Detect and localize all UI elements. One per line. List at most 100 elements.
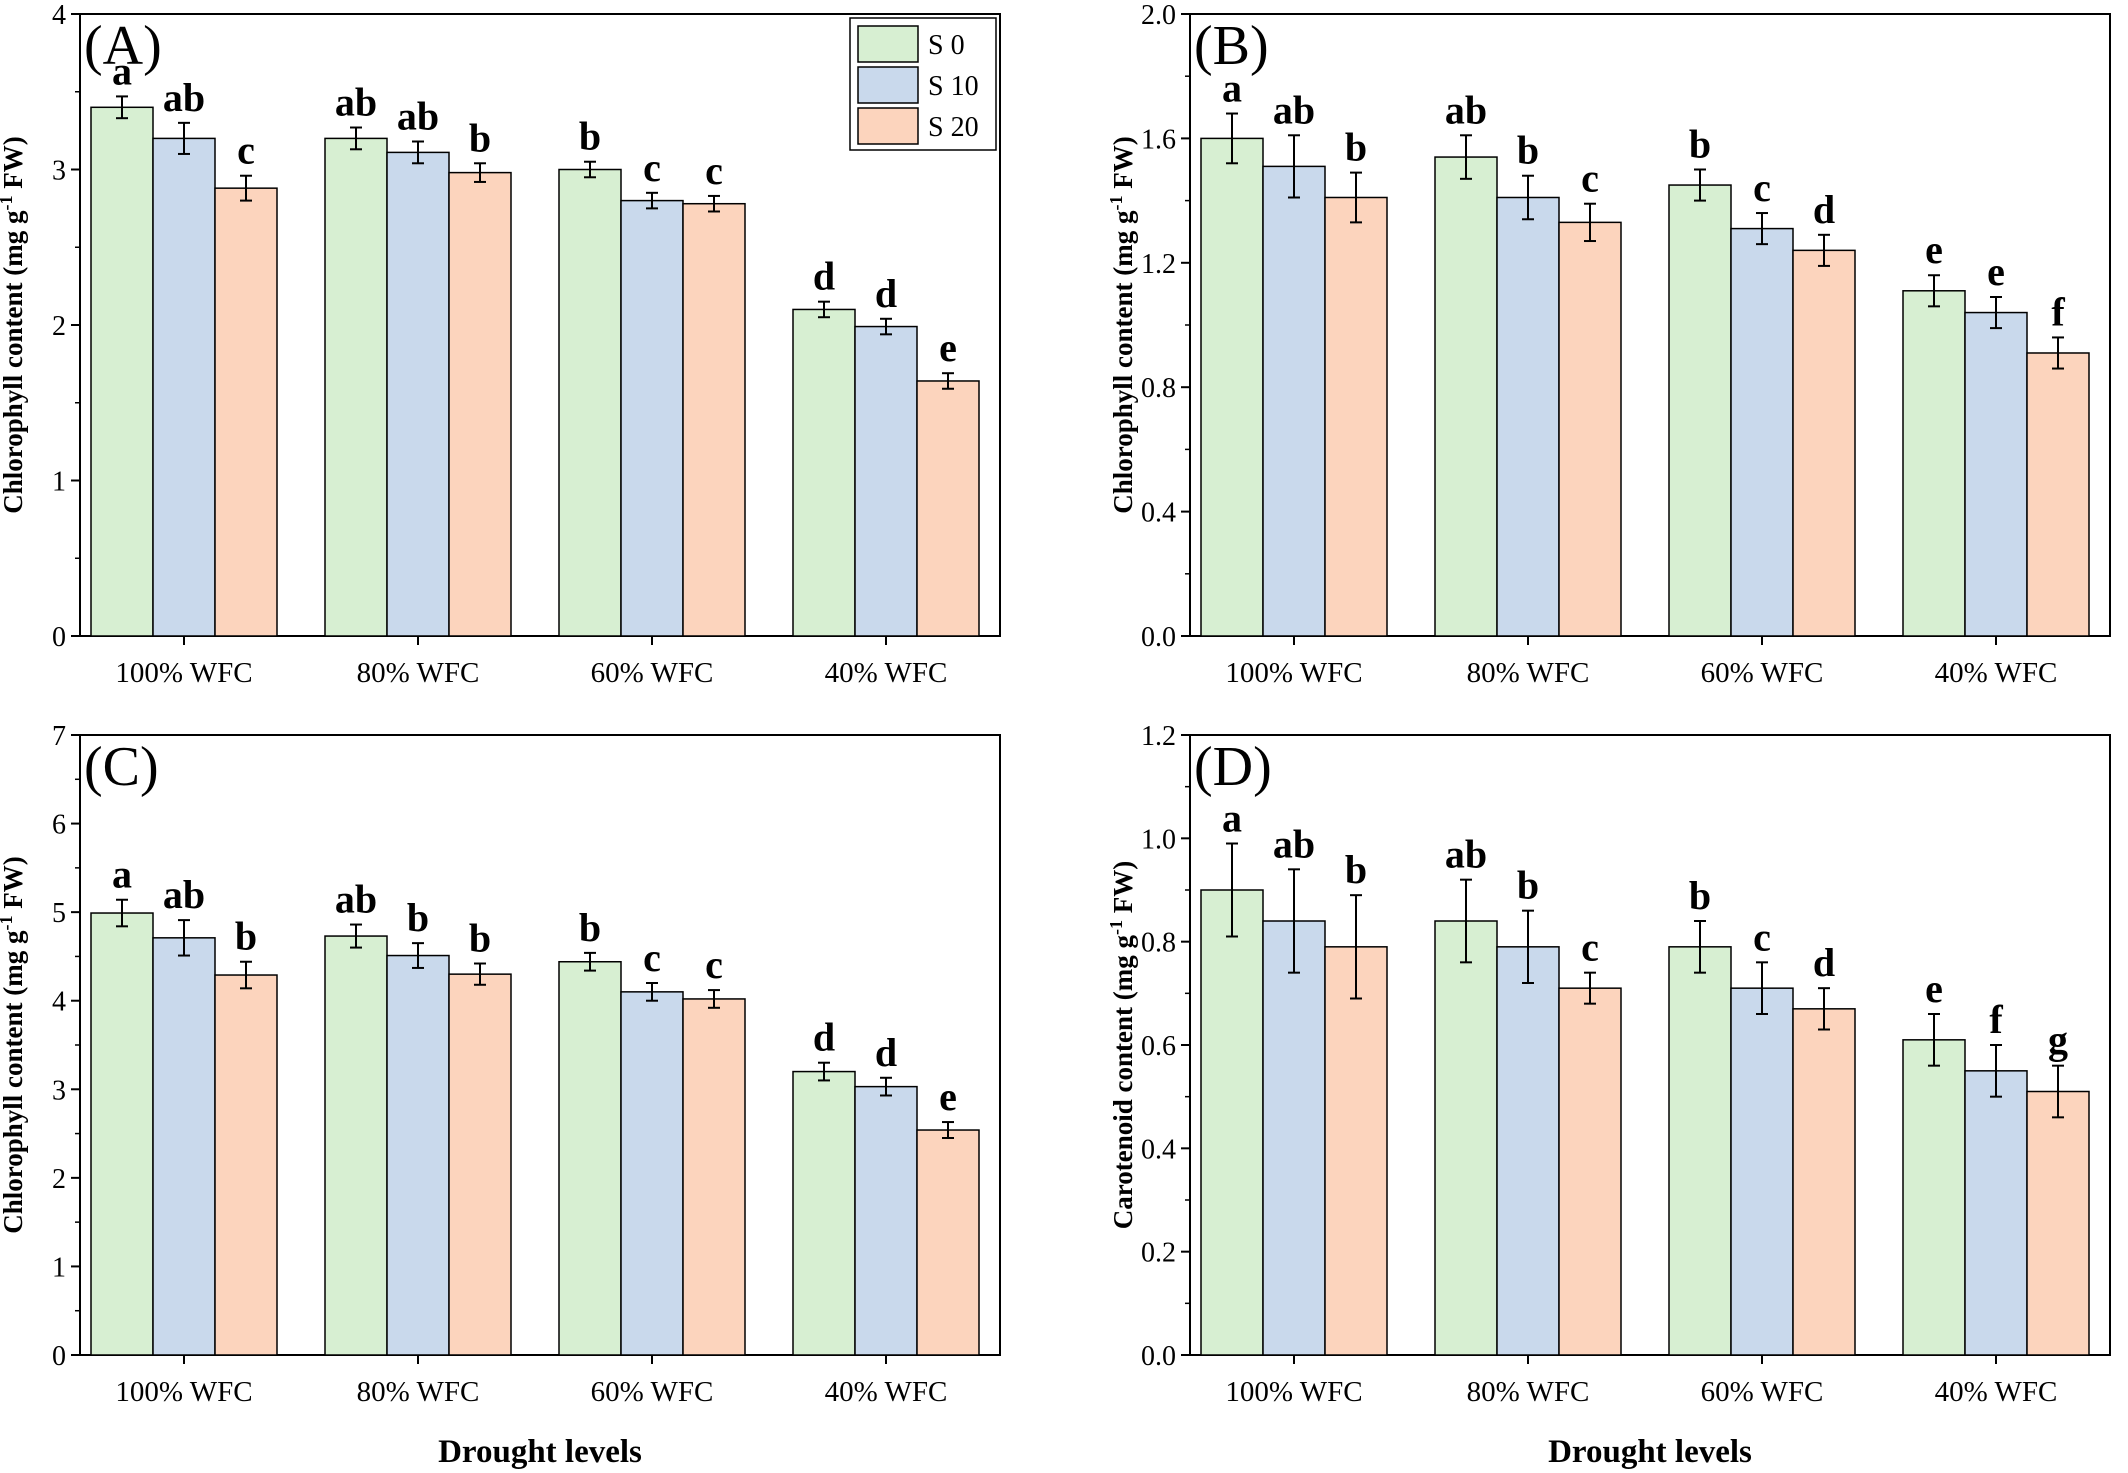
panel-label-c: (C) xyxy=(84,736,159,798)
bar-a-s1-c3 xyxy=(854,325,918,637)
y-tick-label-c-0: 0 xyxy=(52,1341,66,1372)
sig-letter-c-s1-c1: b xyxy=(407,895,429,940)
error-bar-d-s1-c3 xyxy=(1990,1044,2002,1098)
error-bar-a-s1-c0 xyxy=(178,121,190,155)
bar-d-s2-c1 xyxy=(1558,987,1622,1356)
error-bar-d-s2-c0 xyxy=(1350,894,1362,1000)
x-axis-label-c: Drought levels xyxy=(438,1434,642,1470)
sig-letter-c-s0-c1: ab xyxy=(335,877,377,922)
error-bar-b-s2-c0 xyxy=(1350,171,1362,224)
y-tick-label-d-4: 0.8 xyxy=(1141,928,1176,959)
x-tick-label-d-0: 100% WFC xyxy=(1225,1376,1362,1408)
error-bar-c-s0-c1 xyxy=(350,923,362,949)
legend: S 0 S 10 S 20 xyxy=(849,17,997,151)
error-bar-d-s0-c2 xyxy=(1694,920,1706,974)
sig-letter-a-s1-c0: ab xyxy=(163,75,205,120)
bar-a-s0-c2 xyxy=(558,168,622,637)
x-axis-label-d: Drought levels xyxy=(1548,1434,1752,1470)
sig-letter-b-s2-c1: c xyxy=(1581,156,1599,201)
bar-d-s1-c0 xyxy=(1262,920,1326,1356)
bar-c-s2-c0 xyxy=(214,974,278,1356)
legend-swatch-2 xyxy=(857,107,919,145)
x-tick-label-b-3: 40% WFC xyxy=(1935,657,2058,689)
y-tick-label-b-0: 0.0 xyxy=(1141,622,1176,653)
sig-letter-d-s2-c0: b xyxy=(1345,847,1367,892)
y-tick-label-c-3: 3 xyxy=(52,1075,66,1106)
sig-letter-a-s1-c1: ab xyxy=(397,94,439,139)
legend-swatch-0 xyxy=(857,25,919,63)
sig-letter-c-s2-c1: b xyxy=(469,916,491,961)
bar-c-s0-c0 xyxy=(90,912,154,1356)
y-axis-label-a: Chlorophyll content (mg g-1 FW) xyxy=(0,136,28,514)
sig-letter-c-s0-c0: a xyxy=(112,852,132,897)
sig-letter-a-s2-c1: b xyxy=(469,115,491,160)
x-tick-label-b-2: 60% WFC xyxy=(1701,657,1824,689)
sig-letter-d-s2-c1: c xyxy=(1581,925,1599,970)
bar-b-s1-c2 xyxy=(1730,227,1794,637)
x-tick-label-b-0: 100% WFC xyxy=(1225,657,1362,689)
bar-d-s1-c2 xyxy=(1730,987,1794,1356)
bar-a-s1-c2 xyxy=(620,199,684,637)
error-bar-d-s0-c3 xyxy=(1928,1013,1940,1067)
sig-letter-d-s0-c1: ab xyxy=(1445,832,1487,877)
sig-letter-c-s2-c2: c xyxy=(705,942,723,987)
x-tick-label-c-2: 60% WFC xyxy=(591,1376,714,1408)
sig-letter-a-s0-c2: b xyxy=(579,114,601,159)
error-bar-d-s2-c1 xyxy=(1584,971,1596,1005)
bar-a-s1-c1 xyxy=(386,151,450,637)
y-tick-label-b-2: 0.8 xyxy=(1141,373,1176,404)
error-bar-d-s0-c0 xyxy=(1226,842,1238,938)
y-tick-label-d-1: 0.2 xyxy=(1141,1238,1176,1269)
error-bar-c-s2-c1 xyxy=(474,962,486,986)
bar-d-s2-c2 xyxy=(1792,1008,1856,1356)
sig-letter-b-s2-c0: b xyxy=(1345,125,1367,170)
bar-d-s0-c2 xyxy=(1668,946,1732,1356)
chart-panel-c: 0 1 2 3 4 5 6 7 Chlorophyll content (mg g-1 FW) 1… xyxy=(0,721,1001,1470)
sig-letter-a-s0-c1: ab xyxy=(335,80,377,125)
bar-c-s2-c2 xyxy=(682,998,746,1356)
sig-letter-c-s1-c2: c xyxy=(643,935,661,980)
error-bar-d-s1-c0 xyxy=(1288,868,1300,974)
chart-panel-a: 0 1 2 3 4 Chlorophyll content (mg g-1 FW) 100%… xyxy=(0,0,1001,689)
y-tick-label-b-4: 1.6 xyxy=(1141,124,1176,155)
bar-a-s0-c0 xyxy=(90,106,154,637)
sig-letter-a-s2-c2: c xyxy=(705,148,723,193)
bar-d-s2-c3 xyxy=(2026,1090,2090,1356)
y-tick-label-a-1: 1 xyxy=(52,467,66,498)
error-bar-b-s0-c2 xyxy=(1694,168,1706,202)
bar-c-s0-c1 xyxy=(324,935,388,1356)
sig-letter-a-s2-c0: c xyxy=(237,128,255,173)
sig-letter-d-s0-c0: a xyxy=(1222,796,1242,841)
x-tick-label-d-2: 60% WFC xyxy=(1701,1376,1824,1408)
error-bar-d-s2-c2 xyxy=(1818,987,1830,1031)
panel-label-b: (B) xyxy=(1194,15,1269,77)
error-bar-b-s1-c2 xyxy=(1756,212,1768,246)
y-axis-label-b: Chlorophyll content (mg g-1 FW) xyxy=(1106,136,1138,514)
bar-b-s2-c2 xyxy=(1792,249,1856,637)
y-tick-label-a-3: 3 xyxy=(52,156,66,187)
x-tick-label-a-0: 100% WFC xyxy=(115,657,252,689)
bar-a-s2-c3 xyxy=(916,380,980,637)
y-tick-label-d-6: 1.2 xyxy=(1141,721,1176,752)
y-tick-label-c-5: 5 xyxy=(52,898,66,929)
error-bar-a-s1-c3 xyxy=(880,317,892,336)
error-bar-d-s1-c2 xyxy=(1756,961,1768,1015)
bar-d-s1-c3 xyxy=(1964,1070,2028,1356)
y-tick-label-c-6: 6 xyxy=(52,810,66,841)
panel-label-d: (D) xyxy=(1194,736,1272,798)
sig-letter-d-s1-c1: b xyxy=(1517,863,1539,908)
error-bar-c-s0-c3 xyxy=(818,1061,830,1082)
x-tick-label-c-0: 100% WFC xyxy=(115,1376,252,1408)
sig-letter-d-s1-c2: c xyxy=(1753,914,1771,959)
error-bar-a-s2-c3 xyxy=(942,372,954,390)
y-tick-label-d-2: 0.4 xyxy=(1141,1134,1176,1165)
y-tick-label-d-3: 0.6 xyxy=(1141,1031,1176,1062)
sig-letter-a-s0-c0: a xyxy=(112,48,132,93)
error-bar-b-s0-c0 xyxy=(1226,112,1238,165)
error-bar-d-s2-c3 xyxy=(2052,1064,2064,1119)
bar-b-s0-c2 xyxy=(1668,184,1732,637)
bar-c-s0-c3 xyxy=(792,1070,856,1356)
y-tick-label-a-2: 2 xyxy=(52,311,66,342)
x-tick-label-d-1: 80% WFC xyxy=(1467,1376,1590,1408)
sig-letter-a-s1-c3: d xyxy=(875,271,897,316)
